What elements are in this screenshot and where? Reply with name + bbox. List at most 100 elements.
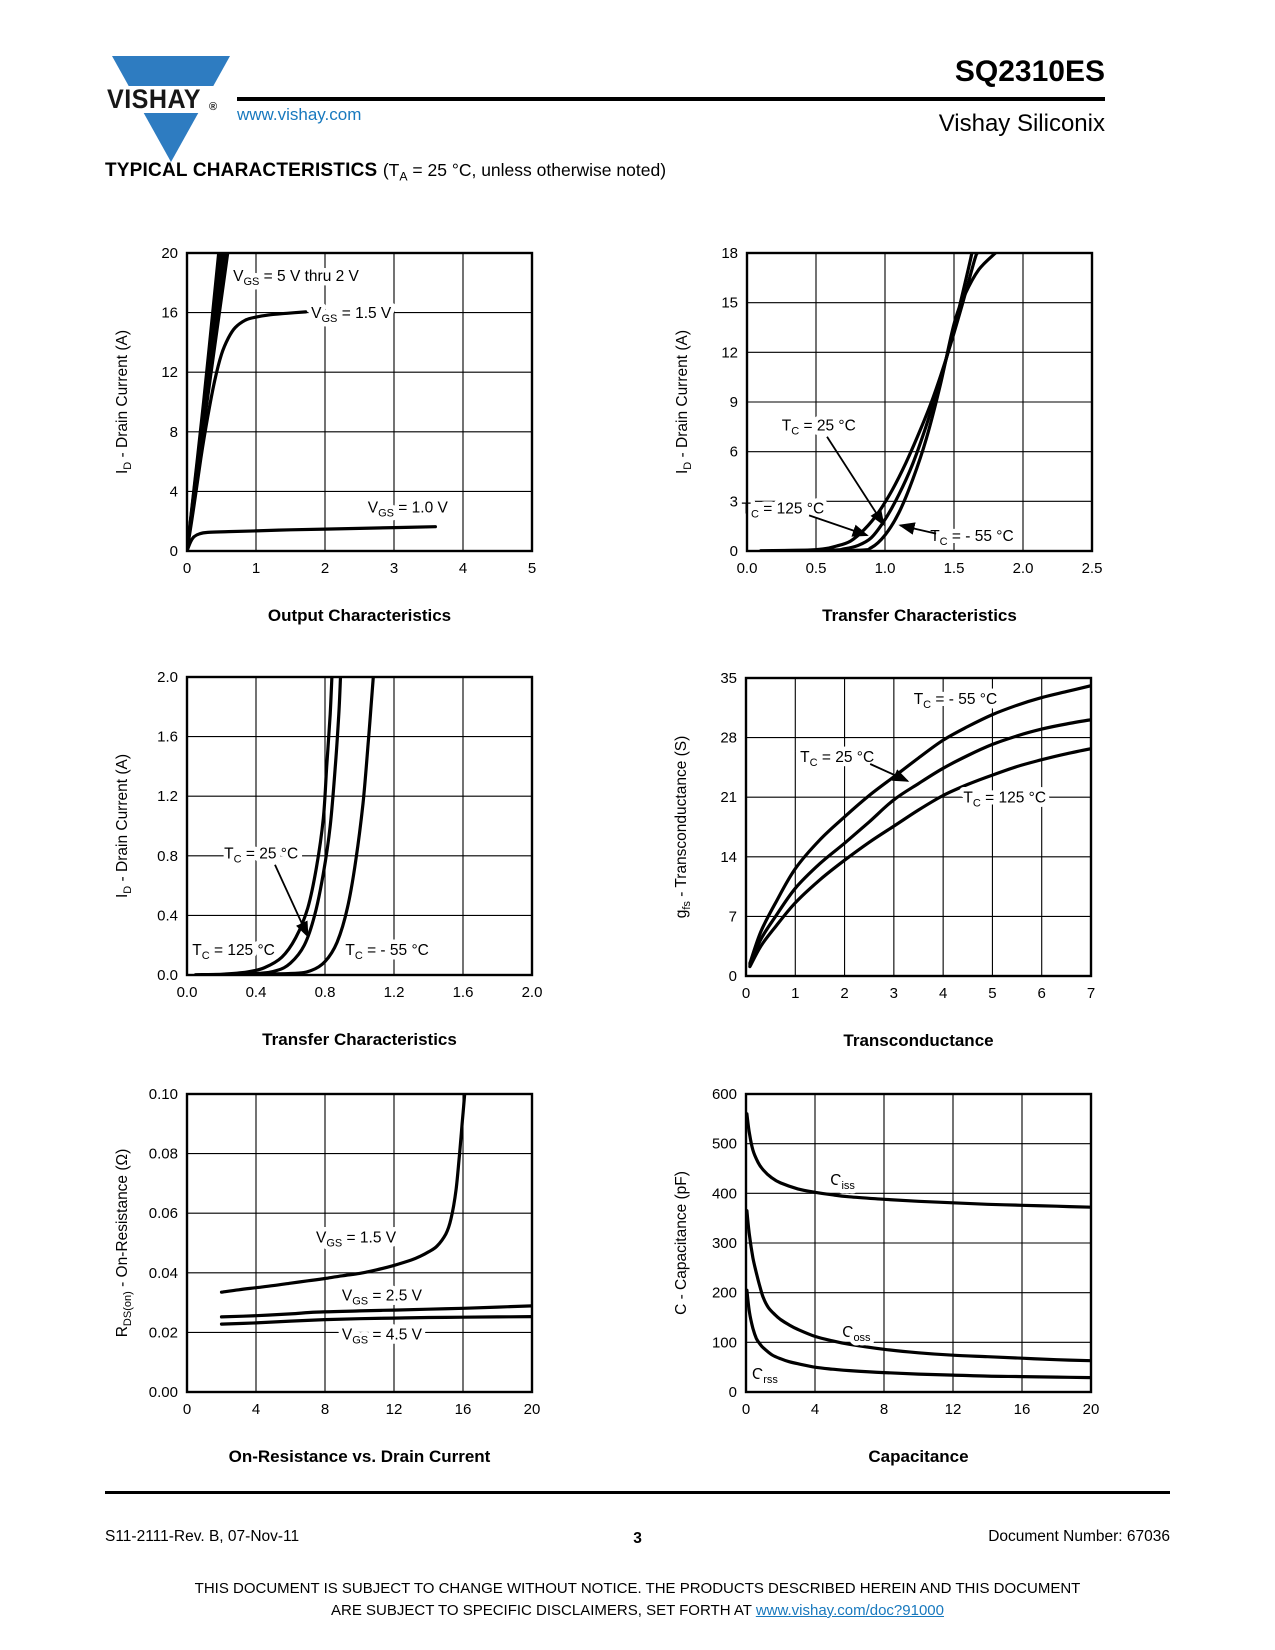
y-tick-label: 0.10 xyxy=(149,1086,178,1103)
x-tick-label: 4 xyxy=(459,560,467,577)
x-axis-title: ID - Drain Current (A) xyxy=(846,1017,990,1018)
annotations: VGS = 5 V thru 2 V VGS = 1.5 V VGS = 1.0 V xyxy=(229,263,453,524)
plot-border xyxy=(185,1092,534,1394)
section-condition: (TA = 25 °C, unless otherwise noted) xyxy=(382,160,667,184)
curve xyxy=(219,1304,532,1319)
grid-lines xyxy=(746,1094,1091,1392)
y-tick-label: 35 xyxy=(720,670,737,687)
grid-lines xyxy=(747,253,1092,551)
y-tick-label: 500 xyxy=(712,1136,737,1153)
x-tick-label: 8 xyxy=(880,1401,888,1418)
curve-label: VGS = 1.0 V xyxy=(368,500,449,520)
y-axis-title: RDS(on) - On-Resistance (Ω) xyxy=(114,1149,134,1338)
x-tick-label: 2.0 xyxy=(522,984,543,1001)
y-tick-label: 21 xyxy=(720,789,737,806)
x-tick-label: 0.5 xyxy=(806,560,827,577)
part-number: SQ2310ES xyxy=(954,55,1105,88)
curve-label: TC = - 55 °C xyxy=(914,691,998,711)
annotations: VGS = 1.5 V VGS = 2.5 V VGS = 4.5 V xyxy=(311,1225,427,1351)
tick-labels: 0.0 0.5 1.0 1.5 2.0 2.5 0 3 6 9 12 15 18 xyxy=(721,245,1102,577)
chart-title: Transfer Characteristics xyxy=(822,606,1017,625)
data-curves xyxy=(746,1112,1091,1380)
y-axis-title: ID - Drain Current (A) xyxy=(674,330,694,474)
grid-lines xyxy=(187,253,532,551)
y-tick-label: 0.0 xyxy=(157,967,178,984)
curve xyxy=(219,1315,532,1326)
curve xyxy=(219,1094,467,1294)
y-axis-title: C - Capacitance (pF) xyxy=(673,1171,690,1315)
plot-border xyxy=(185,675,534,977)
curve-label: TC = 25 °C xyxy=(224,845,298,865)
annotation-arrow xyxy=(898,522,937,535)
disclaimer-link[interactable]: www.vishay.com/doc?91000 xyxy=(755,1602,944,1619)
data-curves xyxy=(194,677,375,975)
x-tick-label: 4 xyxy=(811,1401,819,1418)
x-tick-label: 16 xyxy=(1014,1401,1031,1418)
x-tick-label: 20 xyxy=(1083,1401,1100,1418)
x-tick-label: 7 xyxy=(1087,985,1095,1002)
x-axis-title: VDS - Drain-to-Source Voltage (V) xyxy=(245,592,475,593)
curve-label: TC = 125 °C xyxy=(192,942,275,962)
x-tick-label: 0.8 xyxy=(315,984,336,1001)
curve xyxy=(748,747,1091,969)
data-curves xyxy=(187,253,437,551)
y-tick-label: 14 xyxy=(720,849,737,866)
plot-border xyxy=(185,251,534,553)
x-tick-label: 1 xyxy=(791,985,799,1002)
plot-border xyxy=(745,251,1094,553)
x-axis-title: ID - Drain Current (A) xyxy=(287,1433,431,1434)
curve-label: TC = 125 °C xyxy=(963,790,1046,810)
y-axis-title: ID - Drain Current (A) xyxy=(114,330,134,474)
curve-label: VGS = 1.5 V xyxy=(316,1230,397,1250)
registered-trademark-symbol: ® xyxy=(209,101,218,113)
section-heading: TYPICAL CHARACTERISTICS (TA = 25 °C, unl… xyxy=(105,160,666,184)
footer-disclaimer: THIS DOCUMENT IS SUBJECT TO CHANGE WITHO… xyxy=(0,1578,1275,1622)
y-tick-label: 0.06 xyxy=(149,1205,178,1222)
footer-revision: S11-2111-Rev. B, 07-Nov-11 xyxy=(105,1528,300,1545)
x-tick-label: 0 xyxy=(742,1401,750,1418)
output-characteristics-plot: VGS = 5 V thru 2 V VGS = 1.5 V VGS = 1.0 V… xyxy=(114,245,536,593)
curve-label: Coss xyxy=(842,1324,871,1344)
data-curves xyxy=(219,1094,532,1326)
chart-title: Output Characteristics xyxy=(267,606,452,625)
y-tick-label: 12 xyxy=(721,344,738,361)
curve xyxy=(748,684,1091,965)
x-tick-label: 5 xyxy=(988,985,996,1002)
y-tick-label: 18 xyxy=(721,245,738,262)
curve-label: TC = 25 °C xyxy=(782,418,856,438)
x-tick-label: 1.5 xyxy=(944,560,965,577)
y-axis-title: gfs - Transconductance (S) xyxy=(673,736,693,919)
y-tick-label: 28 xyxy=(720,730,737,747)
annotation-arrow xyxy=(826,436,885,527)
footer-document-number: Document Number: 67036 xyxy=(988,1528,1170,1545)
x-axis-title: VDS - Drain-to-Source Voltage (V) xyxy=(804,1433,1034,1434)
y-tick-label: 0.02 xyxy=(149,1324,178,1341)
y-tick-label: 0 xyxy=(729,968,737,985)
x-tick-label: 20 xyxy=(524,1401,541,1418)
plot-border xyxy=(744,676,1093,978)
y-tick-label: 0.4 xyxy=(157,907,178,924)
x-tick-label: 0.4 xyxy=(246,984,267,1001)
chart-on-resistance: VGS = 1.5 V VGS = 2.5 V VGS = 4.5 V 0 4 8 12 16… xyxy=(97,1069,572,1481)
chart-capacitance: Ciss Coss Crss 0 4 8 12 16 20 0 100 200 300 400 500 600… xyxy=(656,1069,1131,1481)
y-tick-label: 20 xyxy=(161,245,178,262)
curve xyxy=(187,310,308,551)
data-curves xyxy=(759,253,997,551)
x-tick-label: 2 xyxy=(840,985,848,1002)
y-tick-label: 1.6 xyxy=(157,729,178,746)
x-axis-title: VGS - Gate-to-Source Voltage (V) xyxy=(246,1016,473,1017)
annotation-arrow xyxy=(808,514,869,537)
section-title: TYPICAL CHARACTERISTICS xyxy=(105,160,383,181)
footer-page-number: 3 xyxy=(633,1530,642,1547)
curve-label: TC = - 55 °C xyxy=(345,942,429,962)
curve-label: VGS = 4.5 V xyxy=(342,1326,423,1346)
vishay-url-link[interactable]: www.vishay.com xyxy=(237,105,362,124)
vishay-logo: VISHAY ® xyxy=(107,56,240,162)
y-tick-label: 16 xyxy=(161,305,178,322)
annotation-arrow xyxy=(869,763,910,782)
x-tick-label: 1.0 xyxy=(875,560,896,577)
chart-title: On-Resistance vs. Drain Current xyxy=(228,1447,491,1466)
